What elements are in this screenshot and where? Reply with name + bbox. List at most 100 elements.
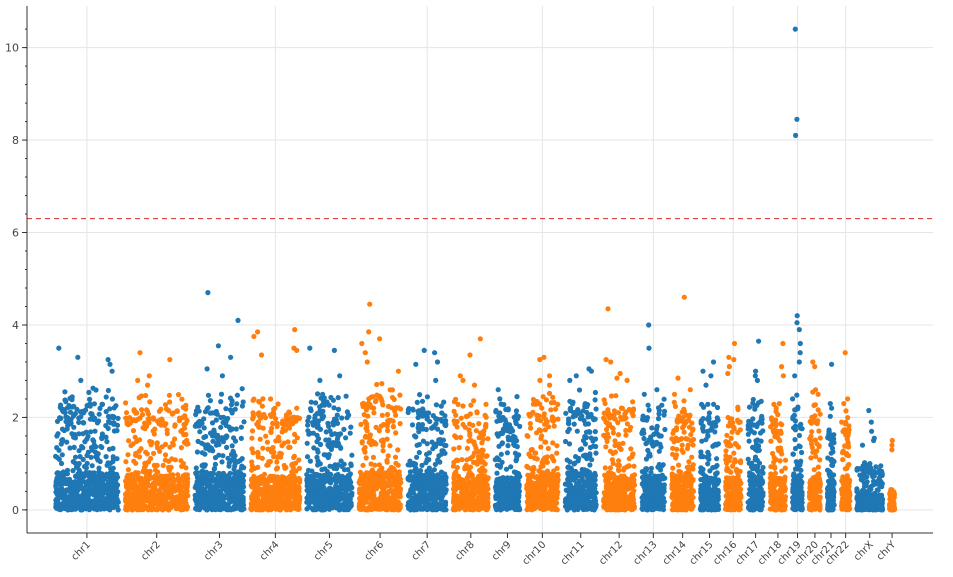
peak-point xyxy=(106,357,111,362)
data-point xyxy=(381,422,386,427)
data-point xyxy=(305,441,310,446)
data-point xyxy=(462,500,467,505)
data-point xyxy=(151,451,156,456)
peak-point xyxy=(413,362,418,367)
data-point xyxy=(286,409,291,414)
data-point xyxy=(60,408,65,413)
data-point xyxy=(220,494,225,499)
data-point xyxy=(284,493,289,498)
data-point xyxy=(452,418,457,423)
data-point xyxy=(439,487,444,492)
data-point xyxy=(305,454,310,459)
data-point xyxy=(328,395,333,400)
data-point xyxy=(374,382,379,387)
data-point xyxy=(329,493,334,498)
data-point xyxy=(74,496,79,501)
data-point xyxy=(216,474,221,479)
data-point xyxy=(416,499,421,504)
data-point xyxy=(273,487,278,492)
data-point xyxy=(279,443,284,448)
data-point xyxy=(249,446,254,451)
data-point xyxy=(311,479,316,484)
data-point xyxy=(335,413,340,418)
data-point xyxy=(174,494,179,499)
data-point xyxy=(252,466,257,471)
data-point xyxy=(418,487,423,492)
data-point xyxy=(358,422,363,427)
data-point xyxy=(554,451,559,456)
data-point xyxy=(358,501,363,506)
data-point xyxy=(135,417,140,422)
data-point xyxy=(476,500,481,505)
data-point xyxy=(195,505,200,510)
data-point xyxy=(390,469,395,474)
data-point xyxy=(123,400,128,405)
data-point xyxy=(420,399,425,404)
data-point xyxy=(555,402,560,407)
data-point xyxy=(349,453,354,458)
data-point xyxy=(343,435,348,440)
data-point xyxy=(79,505,84,510)
data-point xyxy=(139,407,144,412)
data-point xyxy=(97,412,102,417)
data-point xyxy=(593,444,598,449)
data-point xyxy=(131,428,136,433)
data-point xyxy=(249,436,254,441)
data-point xyxy=(185,483,190,488)
data-point xyxy=(465,414,470,419)
data-point xyxy=(172,483,177,488)
peak-point xyxy=(135,378,140,383)
data-point xyxy=(312,491,317,496)
data-point xyxy=(347,480,352,485)
data-point xyxy=(423,497,428,502)
data-point xyxy=(142,461,147,466)
data-point xyxy=(430,504,435,509)
data-point xyxy=(112,405,117,410)
data-point xyxy=(397,479,402,484)
data-point xyxy=(543,440,548,445)
data-point xyxy=(240,456,245,461)
data-point xyxy=(465,446,470,451)
data-point xyxy=(232,475,237,480)
data-point xyxy=(498,431,503,436)
data-point xyxy=(338,446,343,451)
data-point xyxy=(495,455,500,460)
data-point xyxy=(415,443,420,448)
data-point xyxy=(545,493,550,498)
data-point xyxy=(96,451,101,456)
peak-point xyxy=(205,366,210,371)
data-point xyxy=(327,403,332,408)
data-point xyxy=(239,436,244,441)
data-point xyxy=(78,414,83,419)
data-point xyxy=(241,399,246,404)
data-point xyxy=(90,437,95,442)
peak-point xyxy=(145,383,150,388)
peak-point xyxy=(337,373,342,378)
data-point xyxy=(529,481,534,486)
data-point xyxy=(194,465,199,470)
data-point xyxy=(251,493,256,498)
data-point xyxy=(286,445,291,450)
data-point xyxy=(64,501,69,506)
data-point xyxy=(322,500,327,505)
data-point xyxy=(176,479,181,484)
data-point xyxy=(181,475,186,480)
data-point xyxy=(371,410,376,415)
data-point xyxy=(442,443,447,448)
data-point xyxy=(193,412,198,417)
data-point xyxy=(179,397,184,402)
data-point xyxy=(219,459,224,464)
data-point xyxy=(227,500,232,505)
peak-point xyxy=(433,378,438,383)
data-point xyxy=(536,474,541,479)
data-point xyxy=(480,453,485,458)
data-point xyxy=(92,470,97,475)
data-point xyxy=(133,435,138,440)
data-point xyxy=(452,409,457,414)
data-point xyxy=(543,417,548,422)
data-point xyxy=(535,503,540,508)
data-point xyxy=(78,454,83,459)
data-point xyxy=(307,484,312,489)
peak-point xyxy=(422,348,427,353)
peak-point xyxy=(547,383,552,388)
